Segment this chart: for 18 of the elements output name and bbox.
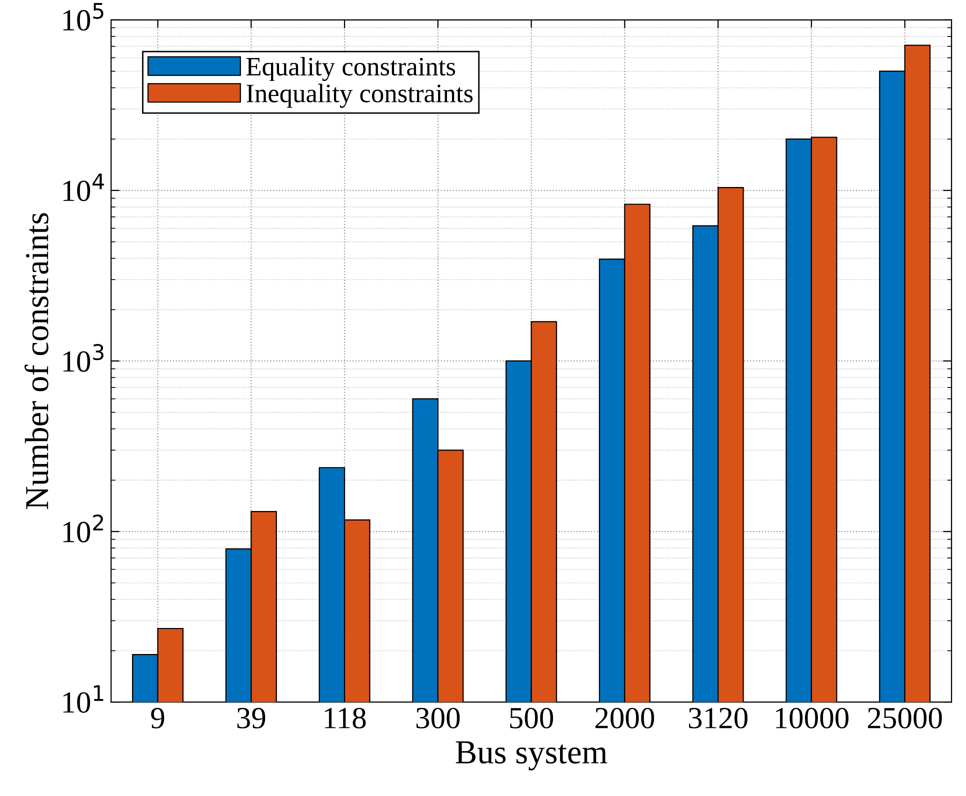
legend-label: Equality constraints [246, 57, 456, 82]
x-tick-label: 2000 [595, 708, 654, 728]
y-tick-label: 10$^{1}$ [63, 685, 104, 713]
x-tick-label: 500 [510, 708, 554, 728]
x-tick-label: 10000 [776, 708, 848, 728]
y-tick-label: 10$^{3}$ [63, 344, 104, 372]
x-tick-label: 118 [324, 708, 366, 728]
legend-label: Inequality constraints [246, 84, 473, 108]
x-tick-label: 25000 [868, 708, 942, 728]
x-tick-label: 9 [151, 708, 164, 728]
x-tick-label: 3120 [688, 708, 748, 728]
x-tick-label: 39 [237, 708, 266, 728]
x-axis-title: Bus system [456, 741, 608, 770]
y-tick-label: 10$^{5}$ [63, 3, 104, 31]
y-tick-label: 10$^{4}$ [63, 174, 104, 202]
y-axis-title: Number of constraints [24, 213, 48, 510]
x-tick-label: 300 [416, 708, 460, 728]
y-tick-label: 10$^{2}$ [63, 514, 104, 542]
